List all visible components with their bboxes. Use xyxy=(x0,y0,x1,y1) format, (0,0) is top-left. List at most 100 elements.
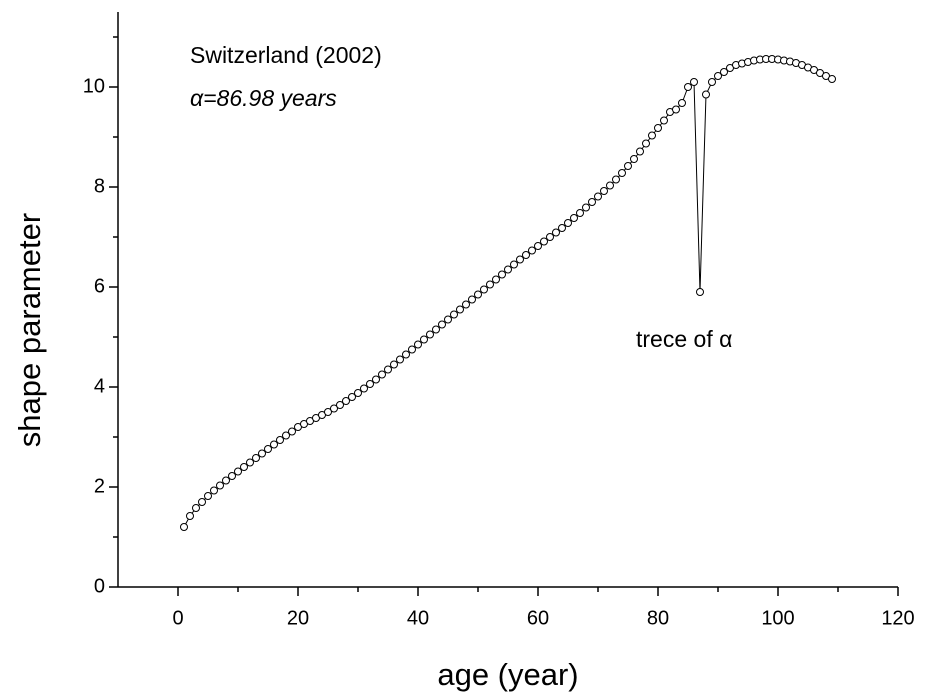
data-point xyxy=(384,365,392,374)
data-point xyxy=(270,440,278,449)
data-point xyxy=(414,340,422,349)
x-tick-label: 20 xyxy=(287,607,309,629)
data-point xyxy=(582,203,590,212)
data-point xyxy=(708,78,716,86)
data-point xyxy=(486,280,494,289)
data-point xyxy=(696,288,704,296)
data-point xyxy=(624,162,632,170)
data-point xyxy=(690,78,698,86)
data-point xyxy=(204,492,212,500)
y-tick-label: 0 xyxy=(94,575,105,597)
data-point xyxy=(186,512,194,520)
data-point xyxy=(720,68,728,76)
data-point xyxy=(612,175,620,184)
data-point xyxy=(198,498,206,506)
data-point xyxy=(252,454,260,462)
data-point xyxy=(540,237,548,246)
data-point xyxy=(330,404,338,413)
data-point xyxy=(480,285,488,294)
data-point xyxy=(390,360,398,369)
y-tick-label: 10 xyxy=(83,75,105,97)
data-point xyxy=(420,335,428,344)
data-point xyxy=(558,224,566,232)
data-point xyxy=(372,375,380,384)
data-point xyxy=(492,275,500,284)
y-tick-label: 8 xyxy=(94,175,105,197)
data-point xyxy=(630,155,638,163)
data-point xyxy=(450,310,458,319)
data-point xyxy=(336,401,344,409)
data-point xyxy=(588,198,596,206)
data-point xyxy=(360,384,368,393)
y-axis-title: shape parameter xyxy=(12,213,47,447)
data-point xyxy=(228,472,236,480)
data-point xyxy=(528,246,536,255)
y-tick-label: 2 xyxy=(94,475,105,497)
data-point xyxy=(282,431,290,440)
data-point xyxy=(606,181,614,190)
x-tick-label: 40 xyxy=(407,607,429,629)
x-tick-label: 60 xyxy=(527,607,549,629)
data-point xyxy=(402,350,410,359)
data-point xyxy=(564,219,572,227)
data-point xyxy=(516,255,524,264)
data-point xyxy=(672,105,680,114)
data-point xyxy=(396,355,404,364)
data-point xyxy=(534,242,542,250)
y-tick-label: 4 xyxy=(94,375,105,397)
data-point xyxy=(210,486,218,495)
data-point xyxy=(618,169,626,177)
data-point xyxy=(342,397,350,405)
data-point xyxy=(288,427,296,436)
x-tick-label: 0 xyxy=(172,607,183,629)
data-point xyxy=(432,325,440,334)
annotation: α=86.98 years xyxy=(190,85,337,111)
series-line xyxy=(183,58,833,528)
data-point xyxy=(234,467,242,476)
data-point xyxy=(324,408,332,416)
data-point xyxy=(468,295,476,304)
data-point xyxy=(438,320,446,329)
data-point xyxy=(366,380,374,388)
data-point xyxy=(264,445,272,453)
data-point xyxy=(192,504,200,512)
annotation: trece of α xyxy=(636,326,732,352)
data-point xyxy=(642,139,650,148)
data-point xyxy=(522,251,530,259)
data-point xyxy=(498,270,506,279)
data-point xyxy=(600,187,608,195)
y-tick-label: 6 xyxy=(94,275,105,297)
data-point xyxy=(378,370,386,379)
x-tick-label: 100 xyxy=(761,607,794,629)
data-point xyxy=(684,83,692,91)
data-point xyxy=(444,315,452,324)
data-point xyxy=(258,449,266,458)
data-point xyxy=(660,116,668,125)
data-point xyxy=(462,300,470,309)
data-point xyxy=(240,463,248,471)
data-point xyxy=(354,389,362,397)
data-point xyxy=(510,260,518,269)
data-point xyxy=(348,393,356,401)
x-tick-label: 120 xyxy=(881,607,914,629)
data-point xyxy=(222,476,230,485)
data-point xyxy=(246,458,254,467)
data-point xyxy=(216,481,224,490)
data-point xyxy=(552,228,560,237)
data-point xyxy=(408,345,416,354)
data-point xyxy=(474,290,482,299)
data-point xyxy=(576,209,584,217)
data-point xyxy=(570,214,578,222)
data-point xyxy=(504,265,512,274)
data-point xyxy=(678,99,686,107)
x-tick-label: 80 xyxy=(647,607,669,629)
data-point xyxy=(636,147,644,156)
x-axis-title: age (year) xyxy=(437,657,578,692)
data-point xyxy=(702,90,710,99)
data-point xyxy=(456,305,464,314)
data-point xyxy=(546,233,554,241)
data-point xyxy=(714,72,722,80)
annotation: Switzerland (2002) xyxy=(190,42,382,68)
data-point xyxy=(654,124,662,132)
